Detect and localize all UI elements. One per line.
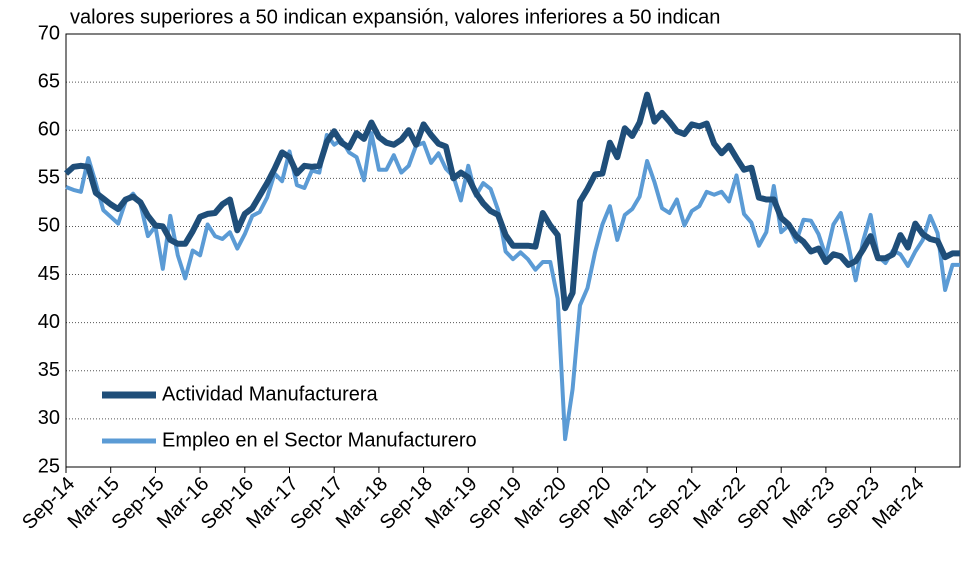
data-line (64, 91, 960, 312)
y-tick-label: 55 (38, 167, 60, 189)
y-tick-label: 60 (38, 119, 60, 141)
chart-title: valores superiores a 50 indican expansió… (70, 6, 720, 28)
y-tick-label: 35 (38, 359, 60, 381)
y-tick-label: 25 (38, 455, 60, 477)
data-line (65, 131, 960, 442)
legend-label: Empleo en el Sector Manufacturero (162, 429, 477, 451)
y-tick-label: 70 (38, 22, 60, 44)
y-tick-label: 40 (38, 311, 60, 333)
y-tick-label: 65 (38, 70, 60, 92)
y-tick-label: 45 (38, 263, 60, 285)
legend-label: Actividad Manufacturera (162, 383, 379, 405)
y-tick-label: 50 (38, 215, 60, 237)
y-tick-label: 30 (38, 407, 60, 429)
